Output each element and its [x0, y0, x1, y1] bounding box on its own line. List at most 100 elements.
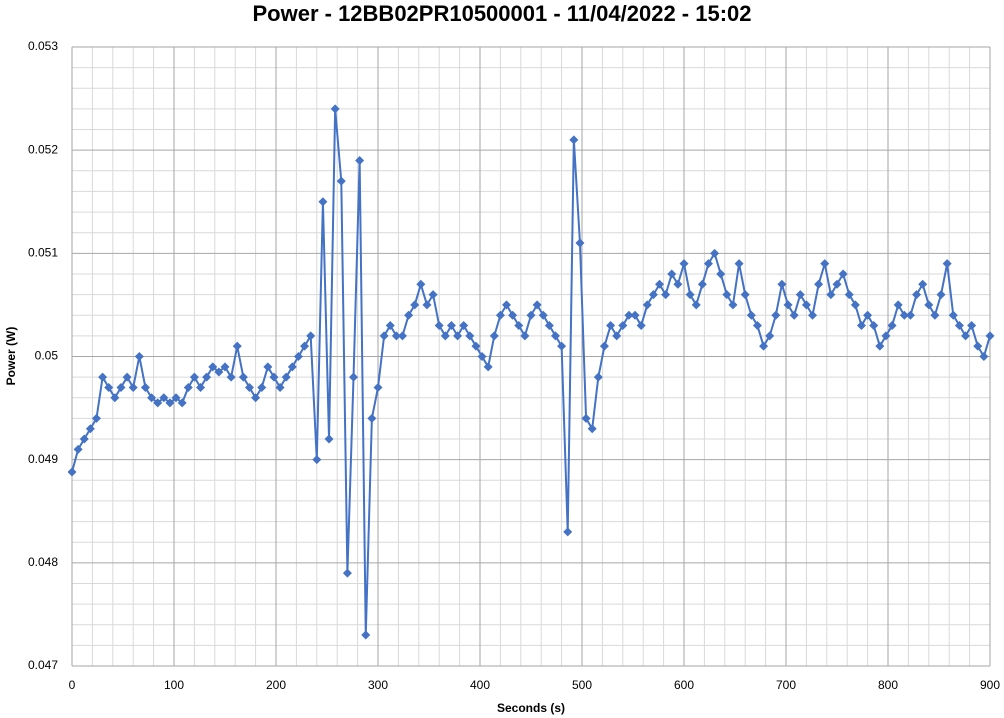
data-marker [936, 290, 946, 300]
y-tick-label: 0.052 [28, 142, 58, 156]
data-marker [98, 372, 108, 382]
x-axis-label: Seconds (s) [497, 701, 565, 715]
data-marker [844, 290, 854, 300]
data-marker [73, 444, 83, 454]
data-marker [446, 321, 456, 331]
data-marker [147, 393, 157, 403]
data-marker [581, 413, 591, 423]
data-marker [587, 424, 597, 434]
data-marker [495, 310, 505, 320]
x-tick-label: 700 [776, 678, 796, 692]
data-marker [710, 248, 720, 258]
data-marker [948, 310, 958, 320]
data-marker [373, 382, 383, 392]
x-tick-label: 100 [164, 678, 184, 692]
data-marker [196, 382, 206, 392]
data-marker [300, 341, 310, 351]
data-marker [471, 341, 481, 351]
data-marker [465, 331, 475, 341]
data-marker [428, 290, 438, 300]
data-marker [826, 290, 836, 300]
data-marker [685, 290, 695, 300]
data-marker [269, 372, 279, 382]
data-marker [630, 310, 640, 320]
data-marker [569, 135, 579, 145]
data-marker [128, 382, 138, 392]
data-marker [110, 393, 120, 403]
data-marker [795, 290, 805, 300]
data-marker [257, 382, 267, 392]
data-marker [973, 341, 983, 351]
data-marker [67, 467, 77, 477]
data-marker [232, 341, 242, 351]
data-marker [783, 300, 793, 310]
data-marker [330, 104, 340, 114]
data-marker [985, 331, 995, 341]
data-marker [777, 279, 787, 289]
data-marker [122, 372, 132, 382]
data-marker [404, 310, 414, 320]
data-marker [575, 238, 585, 248]
data-marker [759, 341, 769, 351]
data-marker [520, 331, 530, 341]
data-marker [514, 321, 524, 331]
data-marker [324, 434, 334, 444]
data-marker [967, 321, 977, 331]
data-marker [924, 300, 934, 310]
data-marker [875, 341, 885, 351]
data-marker [557, 341, 567, 351]
data-marker [734, 259, 744, 269]
chart-title: Power - 12BB02PR10500001 - 11/04/2022 - … [253, 1, 752, 26]
data-marker [263, 362, 273, 372]
x-tick-label: 600 [674, 678, 694, 692]
data-marker [869, 321, 879, 331]
data-marker [85, 424, 95, 434]
y-tick-label: 0.047 [28, 658, 58, 672]
data-marker [342, 568, 352, 578]
data-marker [636, 321, 646, 331]
data-marker [134, 352, 144, 361]
x-tick-label: 800 [878, 678, 898, 692]
data-marker [116, 382, 126, 392]
data-marker [422, 300, 432, 310]
data-marker [801, 300, 811, 310]
data-marker [899, 310, 909, 320]
data-marker [697, 279, 707, 289]
data-marker [226, 372, 236, 382]
data-marker [648, 290, 658, 300]
data-marker [355, 155, 365, 165]
data-marker [722, 290, 732, 300]
data-marker [979, 352, 989, 361]
data-marker [593, 372, 603, 382]
data-marker [459, 321, 469, 331]
data-marker [189, 372, 199, 382]
data-marker [508, 310, 518, 320]
data-marker [379, 331, 389, 341]
data-marker [165, 398, 175, 408]
data-marker [202, 372, 212, 382]
data-marker [361, 630, 371, 640]
data-marker [563, 527, 573, 537]
data-marker [171, 393, 181, 403]
data-marker [808, 310, 818, 320]
data-marker [153, 398, 163, 408]
data-marker [961, 331, 971, 341]
data-marker [954, 321, 964, 331]
data-marker [655, 279, 665, 289]
data-marker [881, 331, 891, 341]
x-tick-label: 900 [980, 678, 1000, 692]
data-marker [771, 310, 781, 320]
data-marker [538, 310, 548, 320]
data-marker [838, 269, 848, 279]
data-marker [251, 393, 261, 403]
data-marker [856, 321, 866, 331]
data-marker [667, 269, 677, 279]
data-marker [691, 300, 701, 310]
x-tick-label: 0 [69, 678, 76, 692]
data-marker [832, 279, 842, 289]
data-marker [716, 269, 726, 279]
data-marker [912, 290, 922, 300]
data-marker [612, 331, 622, 341]
